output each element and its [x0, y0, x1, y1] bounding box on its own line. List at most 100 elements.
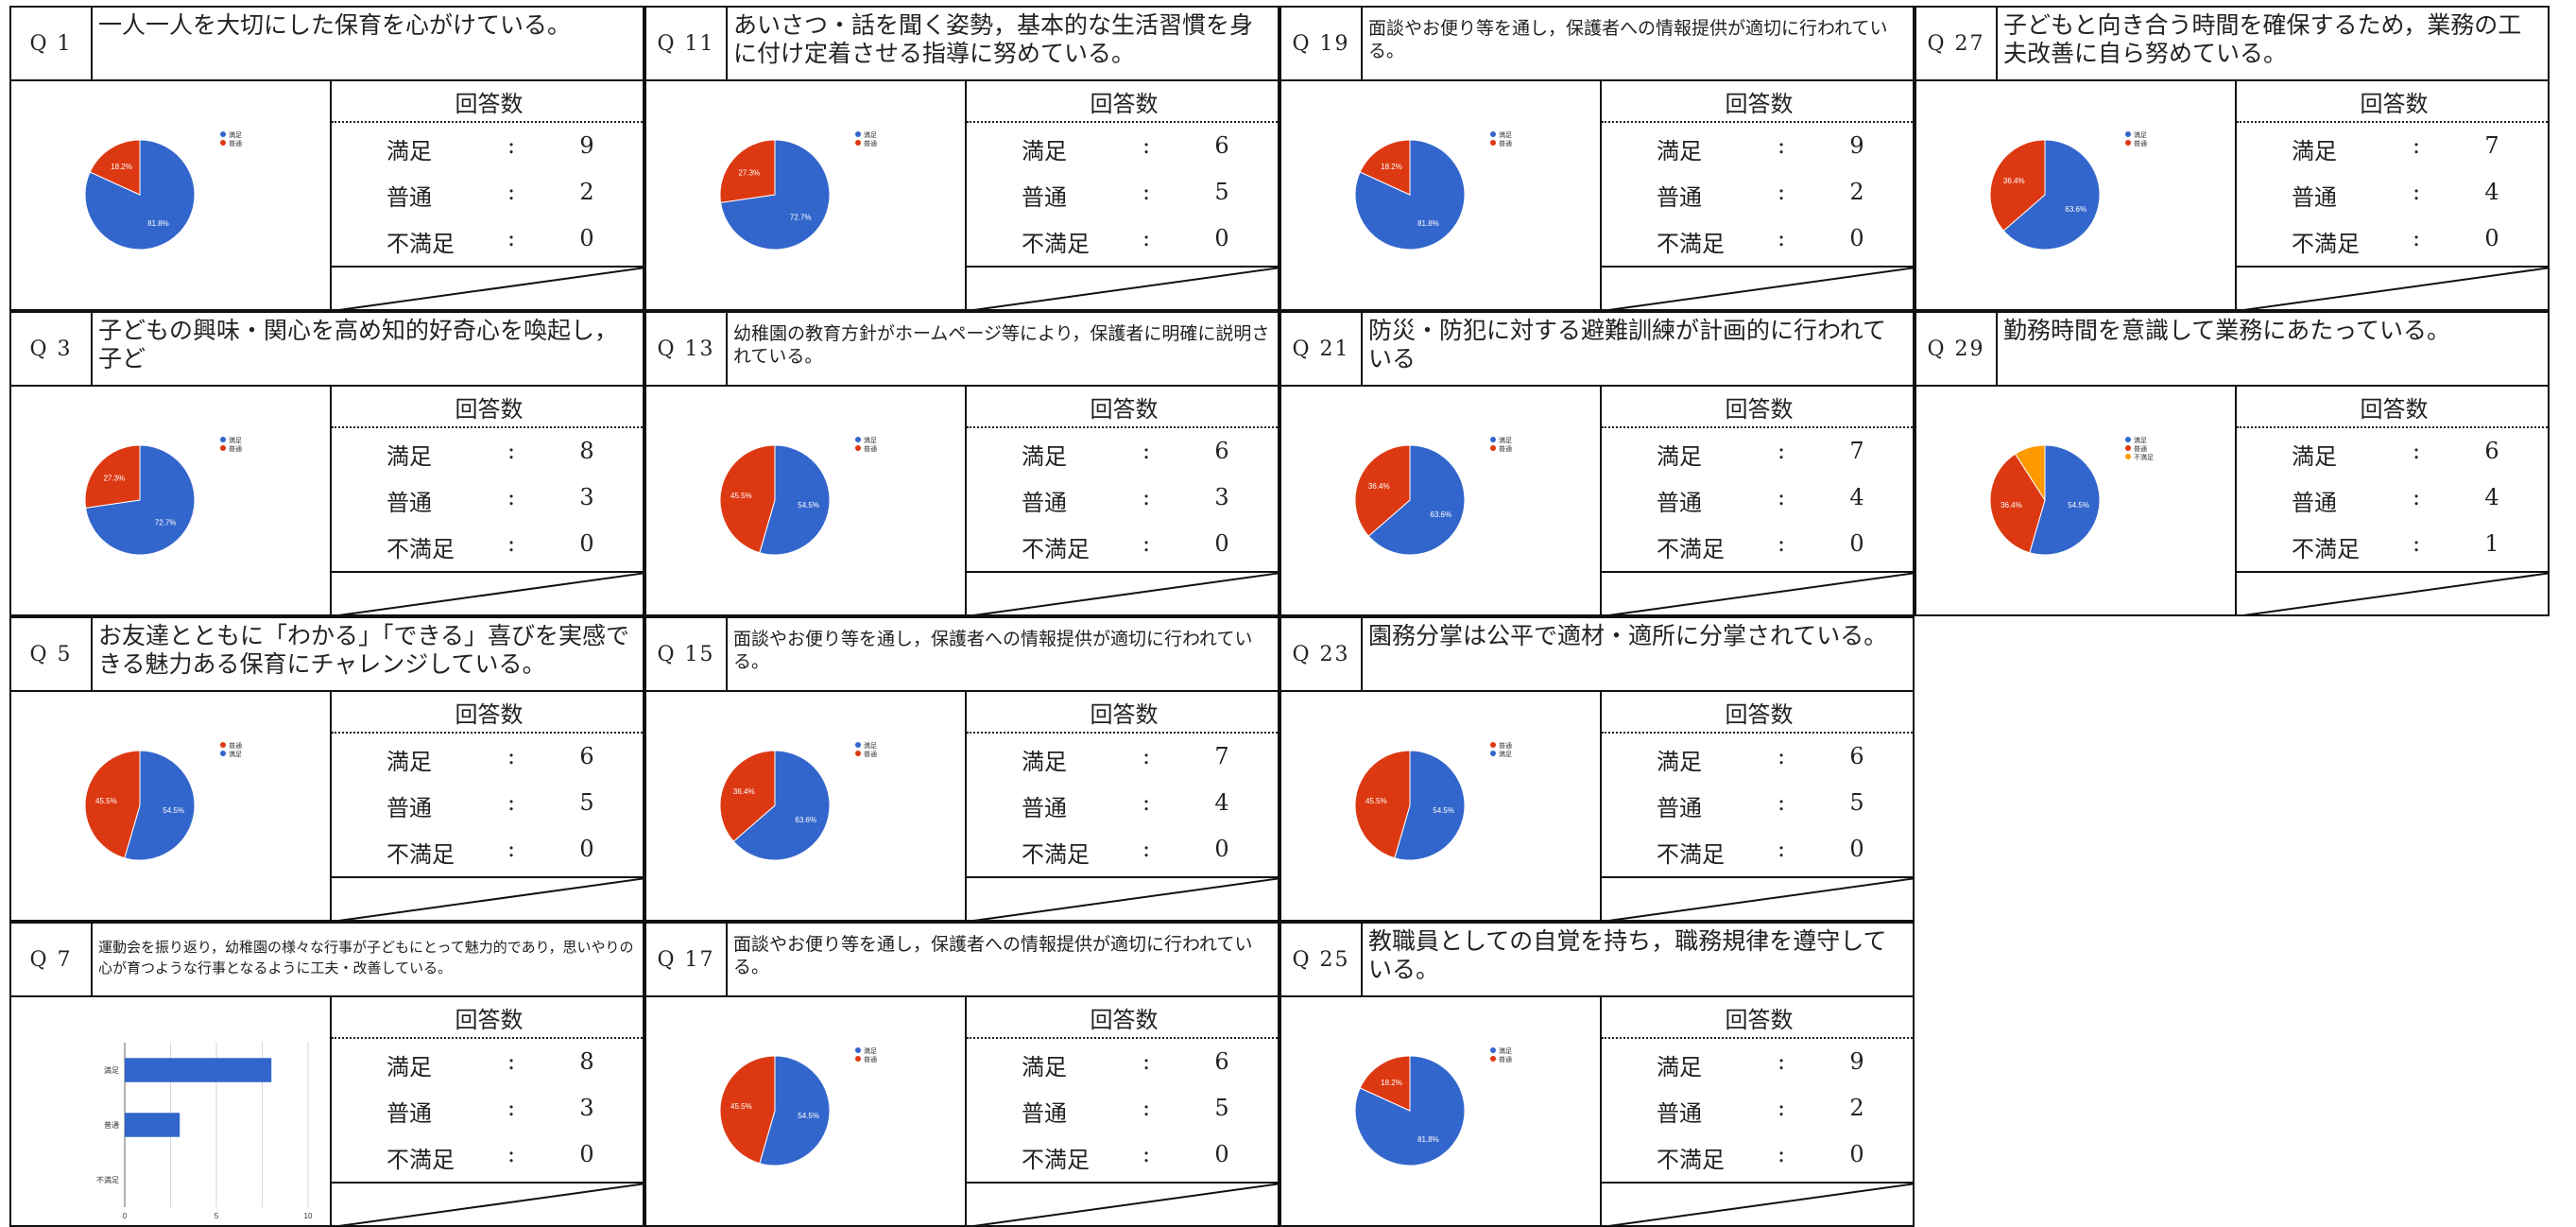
chart-area: 63.6% 36.4% 満足 普通	[646, 692, 967, 920]
answer-label: 満足	[386, 749, 432, 775]
legend-entry: 普通	[2134, 139, 2147, 147]
pie-data-label: 81.8%	[1417, 1135, 1439, 1144]
chart-area: 81.8% 18.2% 満足 普通	[1281, 81, 1602, 309]
legend-entry: 満足	[1499, 437, 1512, 444]
legend-entry: 普通	[864, 139, 877, 147]
diagonal-line	[2243, 268, 2548, 309]
pie-data-label: 54.5%	[2068, 501, 2089, 510]
answer-value: 9	[1849, 132, 1864, 159]
pie-data-label: 27.3%	[738, 168, 760, 177]
answer-row: 普通: 3	[332, 475, 643, 521]
legend-swatch	[1490, 131, 1496, 137]
pie-data-label: 54.5%	[798, 1112, 819, 1120]
answer-count-panel: 回答数 満足: 7 普通: 4 不満足: 0	[2237, 81, 2548, 309]
question-card: Q 7 運動会を振り返り，幼稚園の様々な行事が子どもにとって魅力的であり，思いやり…	[9, 922, 644, 1227]
chart-area: 63.6% 36.4% 満足 普通	[1916, 81, 2237, 309]
answer-colon: :	[1142, 1141, 1151, 1167]
pie-slice	[2014, 444, 2046, 502]
answer-count-title: 回答数	[967, 387, 1278, 428]
answer-row: 普通: 5	[967, 1085, 1278, 1132]
answer-row: 不満足: 0	[1602, 216, 1913, 262]
answer-row: 普通: 4	[2237, 475, 2548, 521]
answer-value: 0	[1849, 530, 1864, 557]
question-text: 教職員としての自覚を持ち，職務規律を遵守している。	[1368, 927, 1887, 983]
bar-category-label: 不満足	[96, 1176, 119, 1184]
answer-colon: :	[2412, 225, 2421, 251]
bar	[125, 1058, 272, 1082]
legend-entry: 満足	[2134, 131, 2147, 139]
legend-swatch	[1490, 140, 1496, 146]
diagonal-line	[1608, 1184, 1913, 1225]
diagonal-line	[973, 268, 1278, 309]
legend-swatch	[855, 140, 861, 146]
answer-value: 3	[1214, 484, 1229, 510]
question-text: 防災・防犯に対する避難訓練が計画的に行われている	[1368, 317, 1887, 372]
legend-swatch	[855, 437, 861, 442]
legend-swatch	[1490, 1056, 1496, 1062]
answer-colon: :	[507, 1141, 516, 1167]
pie-data-label: 36.4%	[733, 787, 755, 796]
pie-slice	[124, 750, 196, 861]
answer-value: 7	[1849, 438, 1864, 464]
legend-swatch	[1490, 437, 1496, 442]
answer-row: 不満足: 0	[2237, 216, 2548, 262]
answer-row: 満足: 8	[332, 428, 643, 475]
diagonal-line	[973, 573, 1278, 614]
answer-label: 普通	[386, 795, 432, 821]
legend-swatch	[220, 742, 226, 748]
answer-label: 満足	[2292, 443, 2337, 470]
legend-entry: 満足	[1499, 131, 1512, 139]
answer-label: 不満足	[1657, 1147, 1725, 1173]
question-number: Q 23	[1281, 618, 1363, 690]
blank-cell	[2237, 266, 2548, 309]
chart-area: 54.5% 45.5% 満足 普通	[646, 997, 967, 1225]
answer-row: 不満足: 0	[1602, 1132, 1913, 1178]
question-number: Q 15	[646, 618, 728, 690]
question-header: Q 29 勤務時間を意識して業務にあたっている。	[1916, 313, 2548, 387]
answer-row: 普通: 2	[1602, 169, 1913, 216]
answer-label: 満足	[1657, 443, 1702, 470]
answer-colon: :	[1142, 1048, 1151, 1075]
question-header: Q 19 面談やお便り等を通し，保護者への情報提供が適切に行われている。	[1281, 8, 1913, 81]
answer-label: 満足	[386, 1054, 432, 1080]
answer-colon: :	[2412, 179, 2421, 205]
legend-swatch	[1490, 1047, 1496, 1053]
question-text: 一人一人を大切にした保育を心がけている。	[98, 11, 572, 39]
pie-data-label: 81.8%	[147, 219, 169, 228]
answer-value: 0	[579, 530, 594, 557]
answer-count-title: 回答数	[1602, 692, 1913, 734]
answer-label: 満足	[1022, 1054, 1067, 1080]
answer-row: 普通: 5	[332, 780, 643, 826]
answer-colon: :	[1142, 743, 1151, 769]
answer-label: 普通	[1022, 184, 1067, 211]
question-text: お友達とともに「わかる」「できる」喜びを実感できる魅力ある保育にチャレンジしてい…	[98, 622, 630, 678]
blank-cell	[967, 266, 1278, 309]
pie-data-label: 72.7%	[790, 214, 812, 222]
legend-entry: 普通	[1499, 444, 1512, 453]
question-number: Q 25	[1281, 924, 1363, 995]
answer-count-title: 回答数	[1602, 81, 1913, 123]
question-number: Q 7	[11, 924, 93, 995]
answer-row: 不満足: 0	[1602, 521, 1913, 567]
question-number: Q 27	[1916, 8, 1998, 79]
legend-entry: 満足	[229, 751, 242, 758]
question-header: Q 13 幼稚園の教育方針がホームページ等により，保護者に明確に説明されている。	[646, 313, 1278, 387]
answer-row: 普通: 5	[967, 169, 1278, 216]
legend-entry: 普通	[1499, 1055, 1512, 1063]
answer-colon: :	[1142, 132, 1151, 159]
answer-label: 普通	[1657, 795, 1702, 821]
answer-value: 8	[579, 1048, 594, 1075]
pie-slice	[759, 444, 831, 556]
answer-value: 9	[579, 132, 594, 159]
question-text: あいさつ・話を聞く姿勢，基本的な生活習慣を身に付け定着させる指導に努めている。	[733, 11, 1254, 67]
answer-label: 不満足	[386, 231, 455, 257]
pie-slice	[1354, 1055, 1466, 1167]
pie-slice	[719, 139, 776, 203]
answer-value: 6	[1849, 743, 1864, 769]
question-number: Q 19	[1281, 8, 1363, 79]
legend-swatch	[220, 437, 226, 442]
answer-colon: :	[2412, 438, 2421, 464]
